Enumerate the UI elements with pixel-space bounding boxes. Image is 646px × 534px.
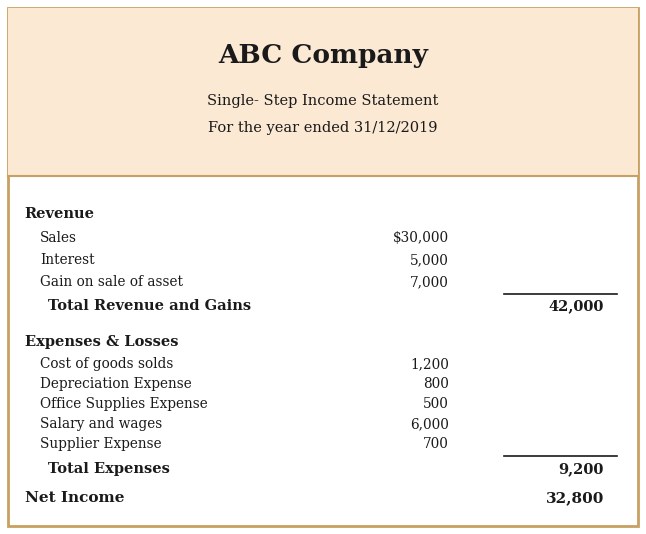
Text: 700: 700: [423, 437, 449, 451]
Text: 800: 800: [423, 377, 449, 391]
Text: Revenue: Revenue: [25, 207, 94, 221]
Text: ABC Company: ABC Company: [218, 43, 428, 68]
Text: Expenses & Losses: Expenses & Losses: [25, 335, 178, 349]
Text: 9,200: 9,200: [559, 462, 604, 476]
Text: 32,800: 32,800: [546, 491, 604, 505]
Text: Cost of goods solds: Cost of goods solds: [40, 357, 173, 371]
Text: Salary and wages: Salary and wages: [40, 417, 162, 431]
Text: 42,000: 42,000: [548, 299, 604, 313]
Bar: [8, 8, 638, 176]
Text: Net Income: Net Income: [25, 491, 124, 505]
Text: 1,200: 1,200: [410, 357, 449, 371]
Text: Supplier Expense: Supplier Expense: [40, 437, 162, 451]
Text: Interest: Interest: [40, 253, 95, 267]
Text: Gain on sale of asset: Gain on sale of asset: [40, 275, 183, 289]
Text: 7,000: 7,000: [410, 275, 449, 289]
Text: 6,000: 6,000: [410, 417, 449, 431]
Text: Depreciation Expense: Depreciation Expense: [40, 377, 192, 391]
Text: 500: 500: [423, 397, 449, 411]
Text: 5,000: 5,000: [410, 253, 449, 267]
Text: Total Expenses: Total Expenses: [48, 462, 171, 476]
Text: Sales: Sales: [40, 231, 77, 245]
Text: Total Revenue and Gains: Total Revenue and Gains: [48, 299, 251, 313]
Text: For the year ended 31/12/2019: For the year ended 31/12/2019: [208, 121, 438, 135]
Text: $30,000: $30,000: [393, 231, 449, 245]
Text: Single- Step Income Statement: Single- Step Income Statement: [207, 94, 439, 108]
Text: Office Supplies Expense: Office Supplies Expense: [40, 397, 208, 411]
